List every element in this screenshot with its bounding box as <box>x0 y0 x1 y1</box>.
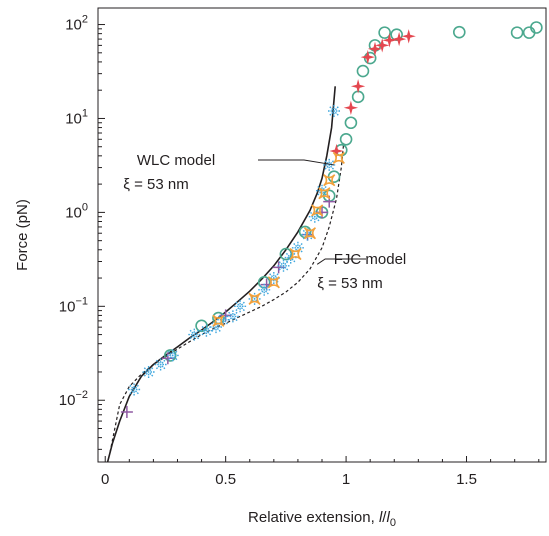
data-point-asterisk <box>226 310 239 323</box>
data-point-circle <box>530 21 543 34</box>
data-point-square-star <box>332 151 345 165</box>
data-point-circle <box>378 26 391 39</box>
data-point-asterisk <box>200 324 213 337</box>
data-point-star <box>350 79 366 94</box>
axis-labels: Relative extension, l/l0 Force (pN) <box>14 199 396 529</box>
data-point-circle <box>339 133 353 146</box>
data-point-asterisk <box>328 105 340 117</box>
y-tick-label: 100 <box>65 201 88 221</box>
data-point-asterisk <box>258 283 271 296</box>
data-point-circle <box>356 64 370 78</box>
data-point-asterisk <box>277 259 290 272</box>
y-tick-label: 101 <box>65 107 88 127</box>
data-point-circle <box>510 26 524 39</box>
x-axis-title: Relative extension, l/l0 <box>248 509 396 529</box>
data-point-asterisk <box>166 349 179 362</box>
fjc-leader-line <box>316 258 366 265</box>
data-point-star <box>367 41 383 57</box>
wlc-model-curve <box>106 86 336 463</box>
data-point-asterisk <box>128 383 141 396</box>
data-point-plus <box>161 352 174 365</box>
wlc-leader-line <box>258 159 335 166</box>
data-point-circle <box>344 116 358 130</box>
data-point-square-star <box>289 247 302 261</box>
data-point-asterisk <box>234 300 247 313</box>
data-point-square-star <box>323 174 336 187</box>
x-tick-label: 0 <box>101 471 109 488</box>
wlc-label-line1: WLC model <box>137 152 215 169</box>
data-point-square-star <box>318 187 331 200</box>
data-point-asterisk <box>217 313 230 326</box>
data-point-circle <box>279 247 293 261</box>
wlc-label-line2: ξ = 53 nm <box>123 176 189 193</box>
annotations: WLC model ξ = 53 nm FJC model ξ = 53 nm <box>123 152 406 292</box>
x-tick-label: 1.5 <box>456 471 477 488</box>
x-tick-label: 1 <box>342 471 350 488</box>
fjc-model-curve <box>109 142 345 453</box>
data-point-circle <box>452 25 466 39</box>
data-point-star <box>401 29 416 44</box>
data-point-asterisk <box>267 272 280 284</box>
data-point-star <box>382 33 397 48</box>
data-point-square-star <box>212 314 225 327</box>
data-point-asterisk <box>323 158 336 171</box>
data-point-star <box>391 31 407 47</box>
data-point-star <box>375 38 390 53</box>
data-point-asterisk <box>291 241 304 254</box>
fjc-label-line1: FJC model <box>334 251 407 268</box>
plot-frame <box>97 7 547 463</box>
data-point-star <box>360 49 375 65</box>
data-point-square-star <box>267 276 280 289</box>
y-tick-label: 10−1 <box>59 295 88 315</box>
data-point-asterisk <box>210 321 222 334</box>
data-point-star <box>343 100 359 115</box>
x-tick-label: 0.5 <box>215 471 236 488</box>
data-point-asterisk <box>308 210 321 223</box>
data-point-square-star <box>303 227 317 240</box>
data-point-asterisk <box>248 292 261 305</box>
fjc-label-line2: ξ = 53 nm <box>317 275 383 292</box>
y-tick-label: 102 <box>65 14 88 34</box>
data-point-asterisk <box>188 328 201 341</box>
data-point-plus <box>120 405 133 418</box>
axes: 0 0.5 1 1.5 10−2 10−1 100 101 102 <box>59 7 547 488</box>
y-tick-label: 10−2 <box>59 389 88 409</box>
data-point-asterisk <box>142 366 155 378</box>
model-curves <box>106 86 345 463</box>
data-points <box>120 21 543 418</box>
data-point-plus <box>272 261 285 274</box>
data-point-asterisk <box>154 358 167 371</box>
y-axis-title: Force (pN) <box>14 199 31 271</box>
